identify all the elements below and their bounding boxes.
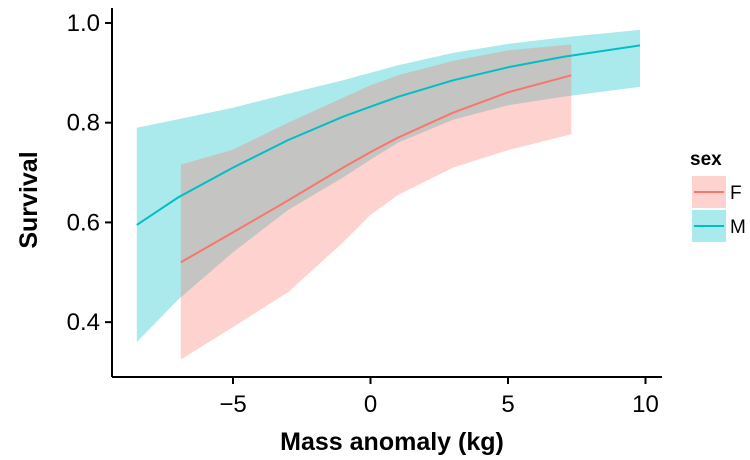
ribbon-f: [180, 44, 572, 360]
y-tick-label: 0.6: [67, 209, 100, 236]
legend-label-f: F: [730, 183, 742, 204]
axes: −5 0 5 10 0.4 0.6 0.8 1.0: [67, 8, 662, 418]
x-tick-label: −5: [219, 391, 246, 418]
x-axis-title: Mass anomaly (kg): [280, 428, 504, 456]
line-f: [180, 74, 572, 264]
legend: sex FM: [690, 149, 746, 242]
y-tick-label: 0.4: [67, 309, 100, 336]
confidence-ribbons: [136, 29, 641, 360]
fitted-lines: [136, 44, 641, 264]
x-tick-label: 10: [632, 391, 659, 418]
line-m: [136, 44, 641, 226]
y-axis-title: Survival: [15, 151, 43, 248]
x-tick-label: 5: [501, 391, 514, 418]
legend-title: sex: [690, 149, 722, 170]
y-tick-label: 0.8: [67, 110, 100, 137]
ribbon-m: [136, 29, 641, 343]
legend-label-m: M: [730, 217, 746, 238]
y-tick-label: 1.0: [67, 10, 100, 37]
x-tick-label: 0: [364, 391, 377, 418]
